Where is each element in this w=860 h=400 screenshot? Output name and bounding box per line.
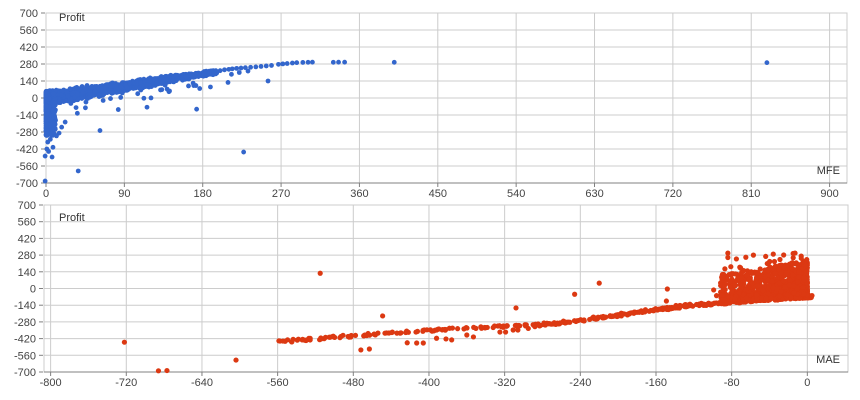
svg-text:-700: -700 xyxy=(14,367,36,379)
svg-text:-80: -80 xyxy=(724,377,740,389)
svg-text:-140: -140 xyxy=(14,300,36,312)
svg-text:-480: -480 xyxy=(342,377,364,389)
data-points xyxy=(121,250,815,374)
svg-text:900: 900 xyxy=(820,188,838,200)
svg-text:-400: -400 xyxy=(418,377,440,389)
axis-lines xyxy=(41,12,847,187)
svg-text:420: 420 xyxy=(18,233,36,245)
svg-text:-280: -280 xyxy=(14,317,36,329)
svg-text:180: 180 xyxy=(194,188,212,200)
svg-text:-560: -560 xyxy=(267,377,289,389)
svg-text:140: 140 xyxy=(20,76,38,88)
profit-vs-mfe-svg: 0 90 180 270 360 450 540 630 720 810 900 700 560 420 2… xyxy=(16,8,848,200)
svg-text:140: 140 xyxy=(18,267,36,279)
svg-text:700: 700 xyxy=(18,200,36,212)
svg-text:810: 810 xyxy=(742,188,760,200)
svg-text:-800: -800 xyxy=(40,377,62,389)
svg-text:-640: -640 xyxy=(191,377,213,389)
svg-text:560: 560 xyxy=(18,217,36,229)
svg-text:0: 0 xyxy=(32,93,38,105)
svg-text:360: 360 xyxy=(350,188,368,200)
axis-lines xyxy=(39,204,848,376)
svg-text:630: 630 xyxy=(585,188,603,200)
svg-text:560: 560 xyxy=(20,25,38,37)
svg-text:-140: -140 xyxy=(16,110,38,122)
svg-text:270: 270 xyxy=(272,188,290,200)
mae-chart: -800 -720 -640 -560 -480 -400 -320 -240 -160 -80 0… xyxy=(0,200,860,400)
svg-text:540: 540 xyxy=(507,188,525,200)
svg-text:700: 700 xyxy=(20,8,38,20)
gridlines xyxy=(45,12,848,184)
svg-text:-720: -720 xyxy=(115,377,137,389)
svg-text:90: 90 xyxy=(118,188,130,200)
svg-text:-160: -160 xyxy=(645,377,667,389)
svg-text:0: 0 xyxy=(30,284,36,296)
svg-text:-280: -280 xyxy=(16,127,38,139)
svg-text:-240: -240 xyxy=(569,377,591,389)
svg-text:0: 0 xyxy=(804,377,810,389)
svg-text:-560: -560 xyxy=(14,350,36,362)
mae-plot-area: -800 -720 -640 -560 -480 -400 -320 -240 -160 -80 0… xyxy=(0,200,860,400)
mfe-chart: 0 90 180 270 360 450 540 630 720 810 900 700 560 420 2… xyxy=(16,8,848,200)
svg-text:-320: -320 xyxy=(494,377,516,389)
profit-vs-mae-svg: -800 -720 -640 -560 -480 -400 -320 -240 -160 -80 0… xyxy=(14,200,849,389)
tick-labels: -800 -720 -640 -560 -480 -400 -320 -240 -160 -80 0… xyxy=(14,200,810,389)
svg-text:-560: -560 xyxy=(16,161,38,173)
svg-text:0: 0 xyxy=(43,188,49,200)
data-points xyxy=(42,59,770,184)
svg-text:280: 280 xyxy=(20,59,38,71)
svg-text:450: 450 xyxy=(429,188,447,200)
svg-text:280: 280 xyxy=(18,250,36,262)
tick-labels: 0 90 180 270 360 450 540 630 720 810 900 700 560 420 2… xyxy=(16,8,839,200)
svg-text:-420: -420 xyxy=(16,144,38,156)
svg-text:-700: -700 xyxy=(16,178,38,190)
svg-text:420: 420 xyxy=(20,42,38,54)
mfe-plot-area: 0 90 180 270 360 450 540 630 720 810 900 700 560 420 2… xyxy=(16,8,848,200)
svg-text:-420: -420 xyxy=(14,334,36,346)
svg-text:720: 720 xyxy=(664,188,682,200)
